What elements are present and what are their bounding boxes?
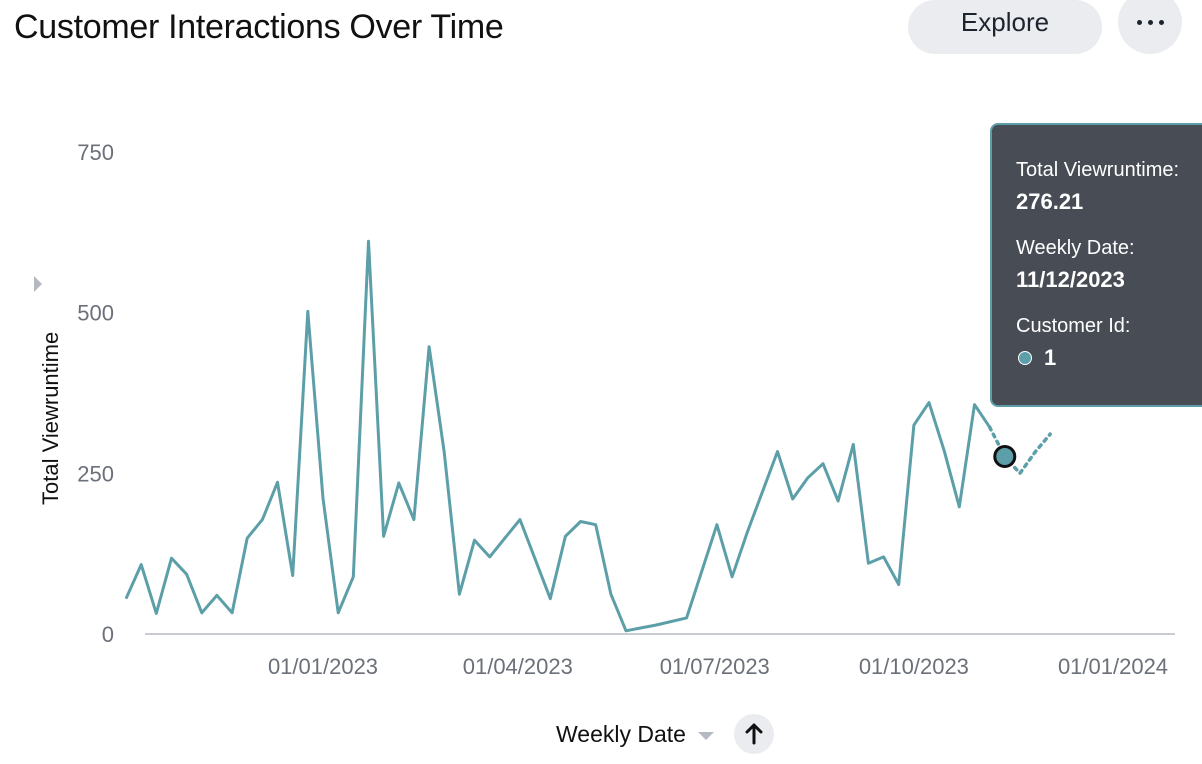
y-tick-label: 250 [77, 461, 114, 486]
tooltip-metric-value: 276.21 [1016, 189, 1084, 214]
sort-button[interactable] [733, 714, 774, 754]
y-tick-label: 0 [102, 622, 114, 647]
x-tick-label: 01/01/2024 [1058, 654, 1168, 679]
y-tick-label: 500 [77, 301, 114, 326]
series-line-customer-1[interactable] [124, 239, 991, 633]
tooltip-series-swatch [1018, 351, 1032, 365]
x-axis-label[interactable]: Weekly Date [556, 720, 686, 747]
x-tick-label: 01/04/2023 [463, 654, 573, 679]
tooltip-date-value: 11/12/2023 [1016, 267, 1125, 292]
tooltip-group-value: 1 [1044, 345, 1057, 370]
more-horizontal-icon [1134, 19, 1167, 25]
x-tick-label: 01/01/2023 [268, 654, 378, 679]
highlighted-point-marker[interactable] [993, 444, 1017, 468]
chart-title: Customer Interactions Over Time [14, 8, 504, 46]
x-tick-label: 01/07/2023 [660, 654, 770, 679]
more-options-button[interactable] [1118, 0, 1182, 54]
y-tick-label: 750 [77, 140, 114, 165]
tooltip-group-label: Customer Id: [1016, 315, 1131, 337]
tooltip-metric-label: Total Viewruntime: [1016, 159, 1180, 181]
explore-button[interactable]: Explore [908, 0, 1102, 54]
data-tooltip: Total Viewruntime: 276.21 Weekly Date: 1… [990, 123, 1202, 407]
caret-down-icon[interactable] [697, 732, 714, 740]
tooltip-date-label: Weekly Date: [1016, 237, 1135, 259]
arrow-up-icon [745, 723, 763, 745]
x-tick-label: 01/10/2023 [859, 654, 969, 679]
series-projected-customer-1[interactable] [987, 425, 1052, 477]
caret-right-icon[interactable] [34, 276, 42, 292]
